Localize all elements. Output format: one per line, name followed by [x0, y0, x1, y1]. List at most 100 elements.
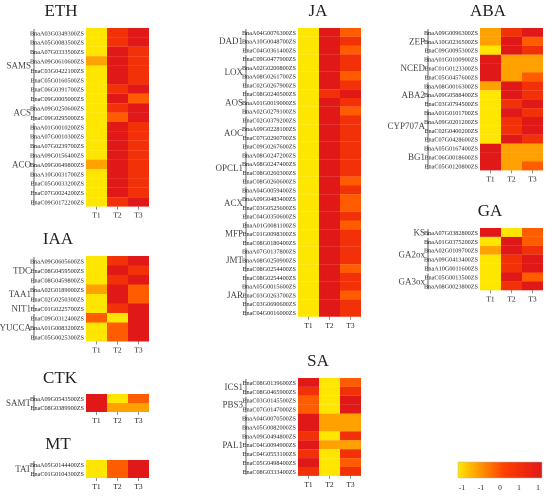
heatmap-cell: [128, 140, 149, 151]
heatmap-cell: [522, 228, 543, 237]
heatmap-cell: [298, 54, 319, 63]
column-label: T1: [486, 174, 495, 183]
heatmap-cell: [319, 194, 340, 203]
heatmap-cell: [298, 133, 319, 142]
heatmap-cell: [298, 159, 319, 168]
heatmap-cell: [501, 245, 522, 255]
heatmap-cell: [128, 265, 149, 275]
heatmap-cell: [319, 431, 340, 441]
gene-label: BnaC05G0457600ZS: [424, 74, 478, 81]
heatmap-cell: [480, 236, 501, 246]
group-label: ICS1: [224, 382, 243, 392]
heatmap-cell: [298, 449, 319, 459]
heatmap-cell: [501, 81, 522, 91]
heatmap-cell: [480, 72, 501, 82]
heatmap-cell: [319, 220, 340, 230]
heatmap-cell: [298, 220, 319, 230]
heatmap-cell: [86, 275, 107, 285]
gene-label: BnaA08G0023800ZS: [424, 283, 479, 290]
heatmap-cell: [480, 54, 501, 64]
gene-label: BnaA02G0200800ZS: [242, 65, 297, 72]
gene-label: BnaA07G0333500ZS: [30, 49, 85, 56]
heatmap-cell: [480, 90, 501, 100]
heatmap-cell: [340, 28, 361, 37]
heatmap-cell: [319, 229, 340, 238]
gene-label: BnaA05G0144400ZS: [30, 462, 85, 469]
heatmap-cell: [319, 290, 340, 300]
heatmap-cell: [501, 125, 522, 135]
column-label: T2: [507, 294, 516, 303]
gene-label: BnaA05G0083500ZS: [30, 40, 85, 47]
heatmap-cell: [340, 45, 361, 55]
gene-label: BnaC05G0025300ZS: [30, 334, 84, 341]
heatmap-cell: [522, 254, 543, 264]
heatmap-cell: [522, 63, 543, 73]
gene-label: BnaC08G0465900ZS: [242, 389, 296, 396]
heatmap-cell: [340, 378, 361, 387]
heatmap-cell: [319, 449, 340, 459]
gene-label: BnaA07G0382800ZS: [424, 230, 479, 237]
heatmap-cell: [501, 236, 522, 246]
heatmap-cell: [107, 187, 128, 198]
heatmap-cell: [128, 65, 149, 75]
gene-label: BnaC07G0024200ZS: [30, 190, 84, 197]
gene-label: BnaC03G0422100ZS: [30, 68, 84, 75]
gene-label: BnaC05G0033200ZS: [30, 181, 84, 188]
panel-title: IAA: [43, 229, 74, 248]
heatmap-cell: [128, 56, 149, 66]
heatmap-cell: [340, 36, 361, 46]
heatmap-cell: [107, 322, 128, 332]
heatmap-cell: [340, 281, 361, 291]
heatmap-cell: [128, 84, 149, 94]
column-label: T1: [486, 294, 495, 303]
heatmap-cell: [501, 254, 522, 264]
group-label: YUCCA: [0, 322, 31, 332]
heatmap-cell: [340, 211, 361, 221]
heatmap-cell: [298, 273, 319, 282]
gene-label: BnaA10G0048700ZS: [242, 39, 297, 46]
gene-label: BnaA04G0070500ZS: [242, 416, 297, 423]
heatmap-cell: [522, 28, 543, 37]
gene-label: BnaC09G0172200ZS: [30, 200, 84, 207]
heatmap-cell: [319, 63, 340, 72]
heatmap-cell: [340, 440, 361, 450]
column-label: T1: [92, 211, 101, 220]
legend-tick-label: -1: [478, 483, 484, 492]
heatmap-cell: [128, 150, 149, 160]
heatmap-cell: [86, 322, 107, 332]
heatmap-cell: [340, 124, 361, 133]
gene-label: BnaA09G0201200ZS: [424, 119, 479, 126]
heatmap-cell: [522, 108, 543, 117]
heatmap-cell: [298, 229, 319, 238]
heatmap-cell: [319, 281, 340, 291]
heatmap-cell: [501, 108, 522, 117]
gene-label: BnaC08G0459500ZS: [30, 268, 84, 275]
heatmap-cell: [86, 394, 107, 403]
heatmap-cell: [501, 161, 522, 171]
heatmap-cell: [340, 133, 361, 142]
heatmap-cell: [319, 98, 340, 107]
gene-label: BnaC02G0250300ZS: [30, 296, 84, 303]
heatmap-cell: [340, 229, 361, 238]
heatmap-cell: [298, 281, 319, 291]
gene-label: BnaC07G0290700ZS: [242, 135, 296, 142]
gene-label: BnaC09G0005000ZS: [30, 96, 84, 103]
gene-label: BnaA08G0247400ZS: [242, 161, 297, 168]
heatmap-cell: [522, 54, 543, 64]
gene-label: BnaA07G0239700ZS: [30, 143, 85, 150]
heatmap-cell: [340, 203, 361, 212]
heatmap-cell: [128, 197, 149, 207]
heatmap-cell: [86, 65, 107, 75]
gene-label: BnaC01G0123300ZS: [424, 66, 478, 73]
heatmap-cell: [298, 36, 319, 46]
gene-label: BnaC08G0139600ZS: [242, 380, 296, 387]
heatmap-cell: [298, 71, 319, 81]
heatmap-cell: [298, 386, 319, 396]
heatmap-cell: [128, 46, 149, 57]
heatmap-cell: [480, 99, 501, 109]
heatmap-cell: [86, 469, 107, 478]
heatmap-cell: [319, 422, 340, 432]
gene-label: BnaC08G0260300ZS: [242, 170, 296, 177]
